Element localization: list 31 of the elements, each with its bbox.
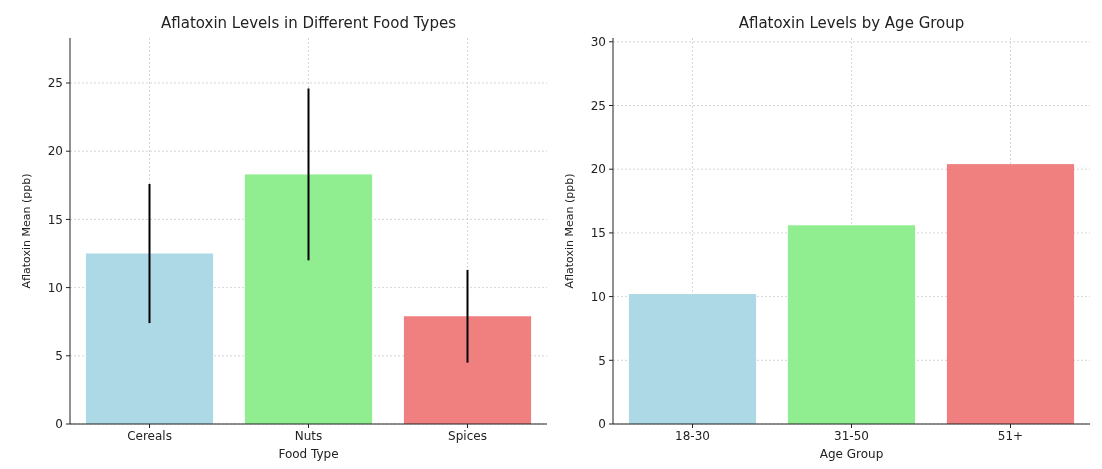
y-tick-label: 0	[55, 417, 63, 432]
bar	[85, 253, 214, 424]
y-tick-label: 5	[598, 353, 606, 368]
y-tick-label: 0	[598, 417, 606, 432]
x-tick-label: 51+	[997, 429, 1024, 443]
y-tick-label: 20	[590, 162, 606, 177]
x-axis-title: Food Type	[278, 447, 339, 461]
x-tick-label: 31-50	[834, 429, 869, 443]
bar	[946, 164, 1075, 424]
y-tick-label: 5	[55, 349, 63, 363]
bar	[628, 294, 757, 424]
chart-title: Aflatoxin Levels in Different Food Types	[161, 14, 457, 32]
y-tick-label: 15	[590, 226, 606, 241]
x-tick-label: 18-30	[675, 429, 710, 443]
y-tick-label: 25	[590, 98, 606, 113]
x-tick-label: Nuts	[294, 429, 323, 443]
y-tick-label: 10	[47, 280, 63, 295]
y-tick-label: 10	[590, 289, 606, 304]
bar	[787, 225, 916, 424]
x-tick-label: Spices	[448, 429, 487, 443]
y-axis-title: Aflatoxin Mean (ppb)	[563, 173, 576, 289]
y-tick-label: 30	[590, 35, 606, 50]
x-tick-label: Cereals	[127, 429, 172, 443]
x-axis-title: Age Group	[819, 447, 884, 461]
chart-title: Aflatoxin Levels by Age Group	[738, 14, 965, 32]
bar	[244, 174, 373, 424]
bar	[403, 316, 532, 424]
y-tick-label: 20	[47, 144, 63, 159]
y-axis-title: Aflatoxin Mean (ppb)	[20, 173, 33, 289]
y-tick-label: 25	[47, 76, 63, 91]
y-tick-label: 15	[47, 212, 63, 227]
